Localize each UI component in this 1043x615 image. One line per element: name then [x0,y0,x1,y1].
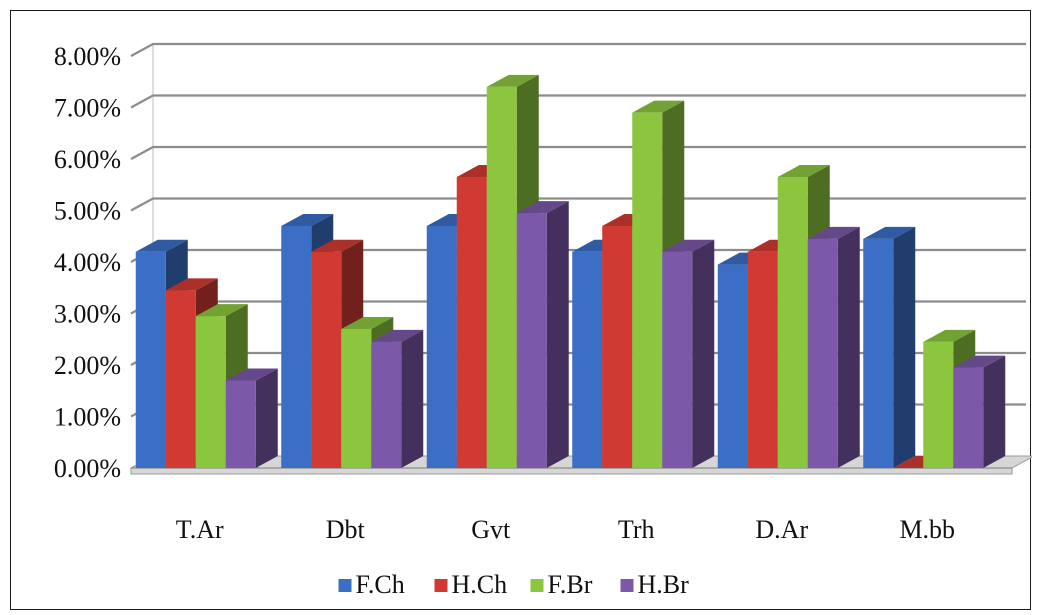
legend-swatch [620,579,634,592]
x-tick-label: Gvt [471,515,511,544]
y-tick-label: 0.00% [54,454,121,483]
bar [516,201,569,468]
y-axis-ticks: 0.00% 1.00% 2.00% 3.00% 4.00% 5.00% 6.00% 7.00%… [54,42,121,483]
y-tick-label: 3.00% [54,300,121,329]
legend-label: F.Br [548,570,593,599]
gridline [130,94,1026,109]
bar [371,329,424,468]
legend-label: F.Ch [356,570,405,599]
bar [662,239,715,468]
legend-item: H.Br [620,570,690,599]
bar [953,355,1006,468]
bar-chart: 0.00% 1.00% 2.00% 3.00% 4.00% 5.00% 6.00% 7.00%… [54,42,1032,599]
y-tick-label: 5.00% [54,197,121,226]
y-tick-label: 7.00% [54,94,121,123]
gridline [130,197,1026,212]
x-tick-label: Dbt [326,515,366,544]
bar [863,226,916,468]
y-tick-label: 4.00% [54,248,121,277]
y-tick-label: 2.00% [54,351,121,380]
x-tick-label: D.Ar [755,515,808,544]
legend-item: F.Br [530,570,593,599]
bar [225,368,278,468]
bars [135,74,1006,469]
x-tick-label: T.Ar [176,515,224,544]
x-tick-label: M.bb [899,515,955,544]
legend-item: H.Ch [434,570,508,599]
legend-swatch [434,579,448,592]
gridline [130,42,1026,57]
y-tick-label: 6.00% [54,145,121,174]
chart-frame: 0.00% 1.00% 2.00% 3.00% 4.00% 5.00% 6.00% 7.00%… [10,10,1032,610]
legend: F.Ch H.Ch F.Br H.Br [338,570,690,599]
legend-item: F.Ch [338,570,405,599]
legend-label: H.Ch [452,570,508,599]
gridline [130,145,1026,160]
bar [807,226,860,468]
legend-swatch [530,579,544,592]
x-tick-label: Trh [618,515,655,544]
y-tick-label: 8.00% [54,42,121,71]
legend-label: H.Br [638,570,690,599]
legend-swatch [338,579,352,592]
y-tick-label: 1.00% [54,403,121,432]
x-axis-labels: T.Ar Dbt Gvt Trh D.Ar M.bb [176,515,955,544]
